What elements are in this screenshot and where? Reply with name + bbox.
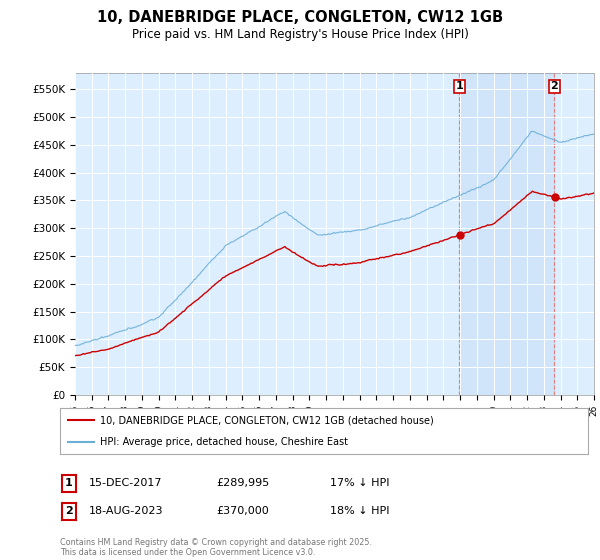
Text: 15-DEC-2017: 15-DEC-2017 — [89, 478, 162, 488]
Text: 1: 1 — [455, 81, 463, 91]
Text: 2: 2 — [65, 506, 73, 516]
Text: Contains HM Land Registry data © Crown copyright and database right 2025.
This d: Contains HM Land Registry data © Crown c… — [60, 538, 372, 557]
Text: 17% ↓ HPI: 17% ↓ HPI — [330, 478, 389, 488]
Text: £370,000: £370,000 — [216, 506, 269, 516]
Text: 18-AUG-2023: 18-AUG-2023 — [89, 506, 163, 516]
Text: Price paid vs. HM Land Registry's House Price Index (HPI): Price paid vs. HM Land Registry's House … — [131, 28, 469, 41]
Text: 18% ↓ HPI: 18% ↓ HPI — [330, 506, 389, 516]
Text: 2: 2 — [550, 81, 558, 91]
Text: £289,995: £289,995 — [216, 478, 269, 488]
Text: 10, DANEBRIDGE PLACE, CONGLETON, CW12 1GB: 10, DANEBRIDGE PLACE, CONGLETON, CW12 1G… — [97, 10, 503, 25]
Text: HPI: Average price, detached house, Cheshire East: HPI: Average price, detached house, Ches… — [100, 437, 347, 447]
Text: 10, DANEBRIDGE PLACE, CONGLETON, CW12 1GB (detached house): 10, DANEBRIDGE PLACE, CONGLETON, CW12 1G… — [100, 415, 433, 425]
Text: 1: 1 — [65, 478, 73, 488]
Bar — [460, 73, 554, 395]
